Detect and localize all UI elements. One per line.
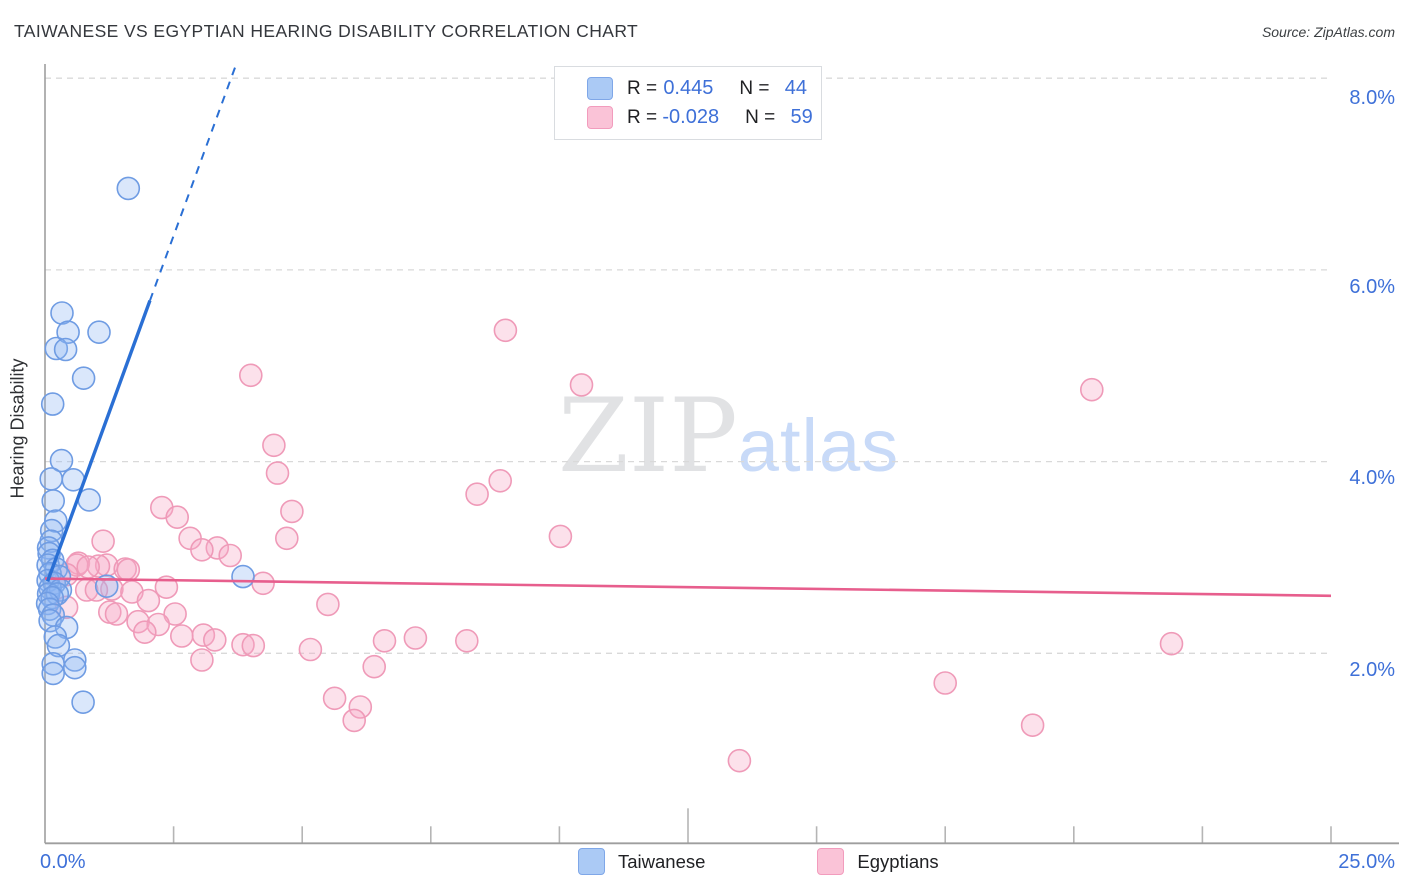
taiwanese-legend-label: Taiwanese bbox=[618, 850, 706, 872]
y-tick-label-4: 4.0% bbox=[1349, 467, 1395, 489]
series-legend: Taiwanese Egyptians bbox=[578, 848, 939, 875]
r-value-egyptians: -0.028 bbox=[662, 106, 720, 128]
r-label: R = bbox=[627, 106, 663, 128]
y-tick-label-2: 2.0% bbox=[1349, 659, 1395, 681]
x-axis-max-label: 25.0% bbox=[1338, 851, 1395, 873]
legend-row-taiwanese: R = 0.445 N = 44 bbox=[587, 76, 807, 101]
egyptians-legend-label: Egyptians bbox=[857, 850, 939, 872]
egyptians-legend-swatch-icon bbox=[817, 848, 845, 875]
n-label: N = bbox=[745, 106, 781, 128]
y-axis-title: Hearing Disability bbox=[7, 358, 28, 499]
n-value-taiwanese: 44 bbox=[784, 77, 807, 99]
r-label: R = bbox=[627, 77, 663, 99]
correlation-legend-box: R = 0.445 N = 44 R = -0.028 N = 59 bbox=[554, 66, 822, 140]
legend-row-egyptians: R = -0.028 N = 59 bbox=[587, 105, 813, 130]
y-tick-label-6: 6.0% bbox=[1349, 276, 1395, 298]
egyptians-swatch-icon bbox=[587, 106, 613, 129]
page-title: TAIWANESE VS EGYPTIAN HEARING DISABILITY… bbox=[14, 21, 639, 41]
source-attribution: Source: ZipAtlas.com bbox=[1261, 24, 1395, 40]
y-tick-label-8: 8.0% bbox=[1349, 87, 1395, 109]
n-label: N = bbox=[739, 77, 775, 99]
taiwanese-legend-swatch-icon bbox=[578, 848, 605, 875]
n-value-egyptians: 59 bbox=[790, 106, 813, 128]
taiwanese-swatch-icon bbox=[587, 77, 613, 100]
x-axis-min-label: 0.0% bbox=[40, 851, 86, 873]
r-value-taiwanese: 0.445 bbox=[663, 77, 714, 99]
